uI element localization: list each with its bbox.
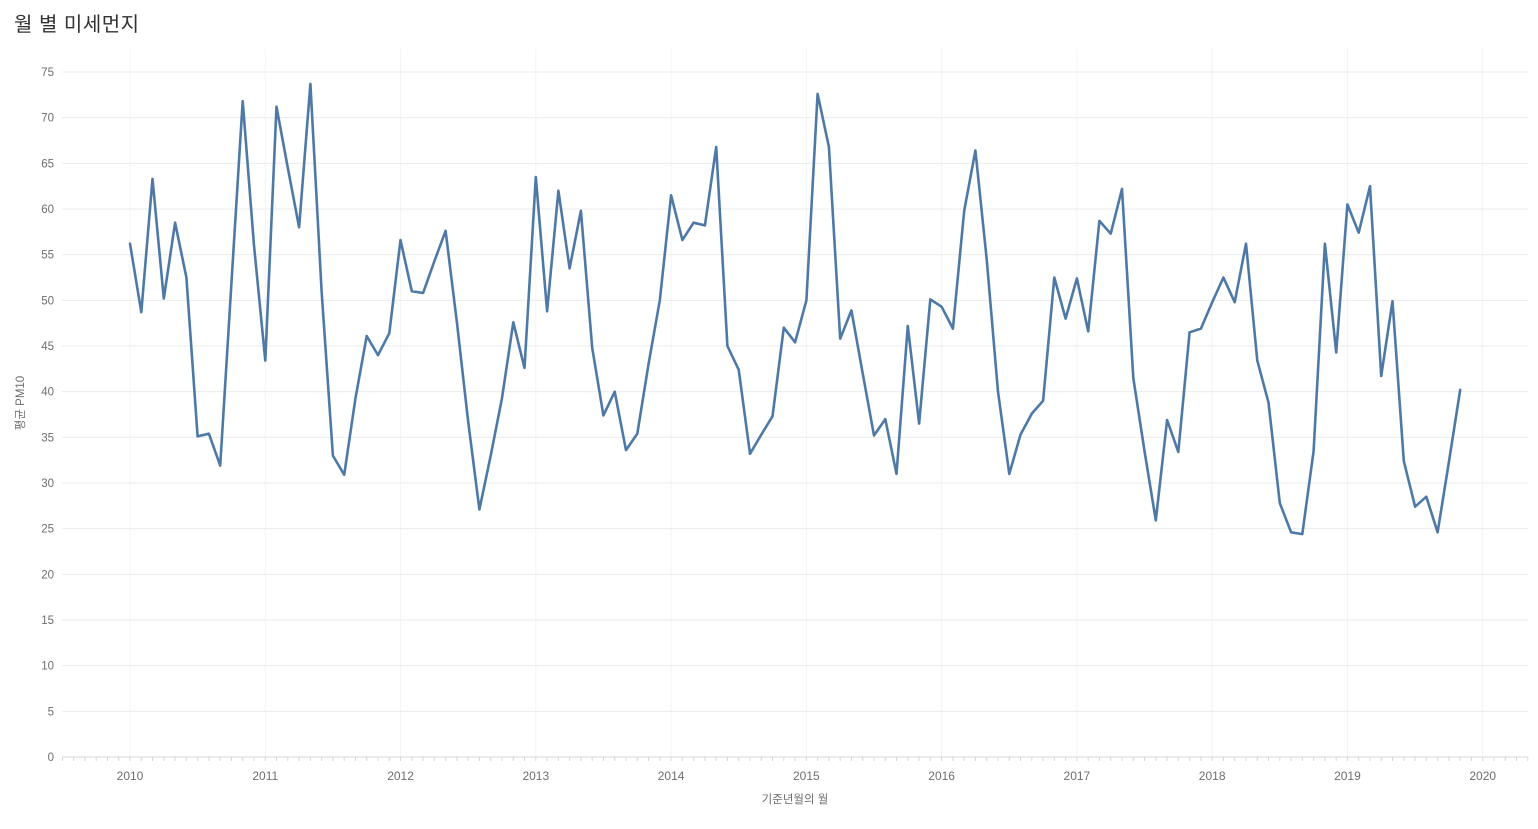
y-tick-label: 15 bbox=[41, 615, 54, 627]
x-tick-label: 2017 bbox=[1064, 769, 1091, 783]
y-tick-label: 5 bbox=[48, 706, 54, 718]
y-tick-label: 10 bbox=[41, 661, 54, 673]
y-tick-label: 45 bbox=[41, 341, 54, 353]
y-tick-label: 20 bbox=[41, 569, 54, 581]
x-tick-label: 2013 bbox=[522, 769, 549, 783]
y-tick-label: 65 bbox=[41, 158, 54, 170]
x-tick-label: 2010 bbox=[117, 769, 144, 783]
x-axis-label: 기준년월의 월 bbox=[762, 793, 829, 806]
chart-title: 월 별 미세먼지 bbox=[14, 14, 140, 36]
x-tick-label: 2019 bbox=[1334, 769, 1361, 783]
y-tick-label: 0 bbox=[48, 752, 54, 764]
y-tick-label: 55 bbox=[41, 250, 54, 262]
x-tick-label: 2020 bbox=[1469, 769, 1496, 783]
x-tick-label: 2011 bbox=[252, 769, 278, 783]
x-tick-label: 2015 bbox=[793, 769, 820, 783]
x-tick-label: 2014 bbox=[658, 769, 685, 783]
x-tick-label: 2016 bbox=[928, 769, 955, 783]
pm10-line-series[interactable] bbox=[128, 82, 1462, 536]
x-tick-label: 2018 bbox=[1199, 769, 1226, 783]
y-tick-label: 25 bbox=[41, 524, 54, 536]
y-tick-label: 70 bbox=[41, 113, 54, 125]
y-tick-label: 40 bbox=[41, 387, 54, 399]
y-tick-label: 35 bbox=[41, 432, 54, 444]
y-tick-label: 50 bbox=[41, 295, 54, 307]
y-axis-label: 평균 PM10 bbox=[14, 376, 27, 430]
y-tick-label: 75 bbox=[41, 67, 54, 79]
y-tick-label: 30 bbox=[41, 478, 54, 490]
x-tick-label: 2012 bbox=[387, 769, 414, 783]
y-tick-label: 60 bbox=[41, 204, 54, 216]
